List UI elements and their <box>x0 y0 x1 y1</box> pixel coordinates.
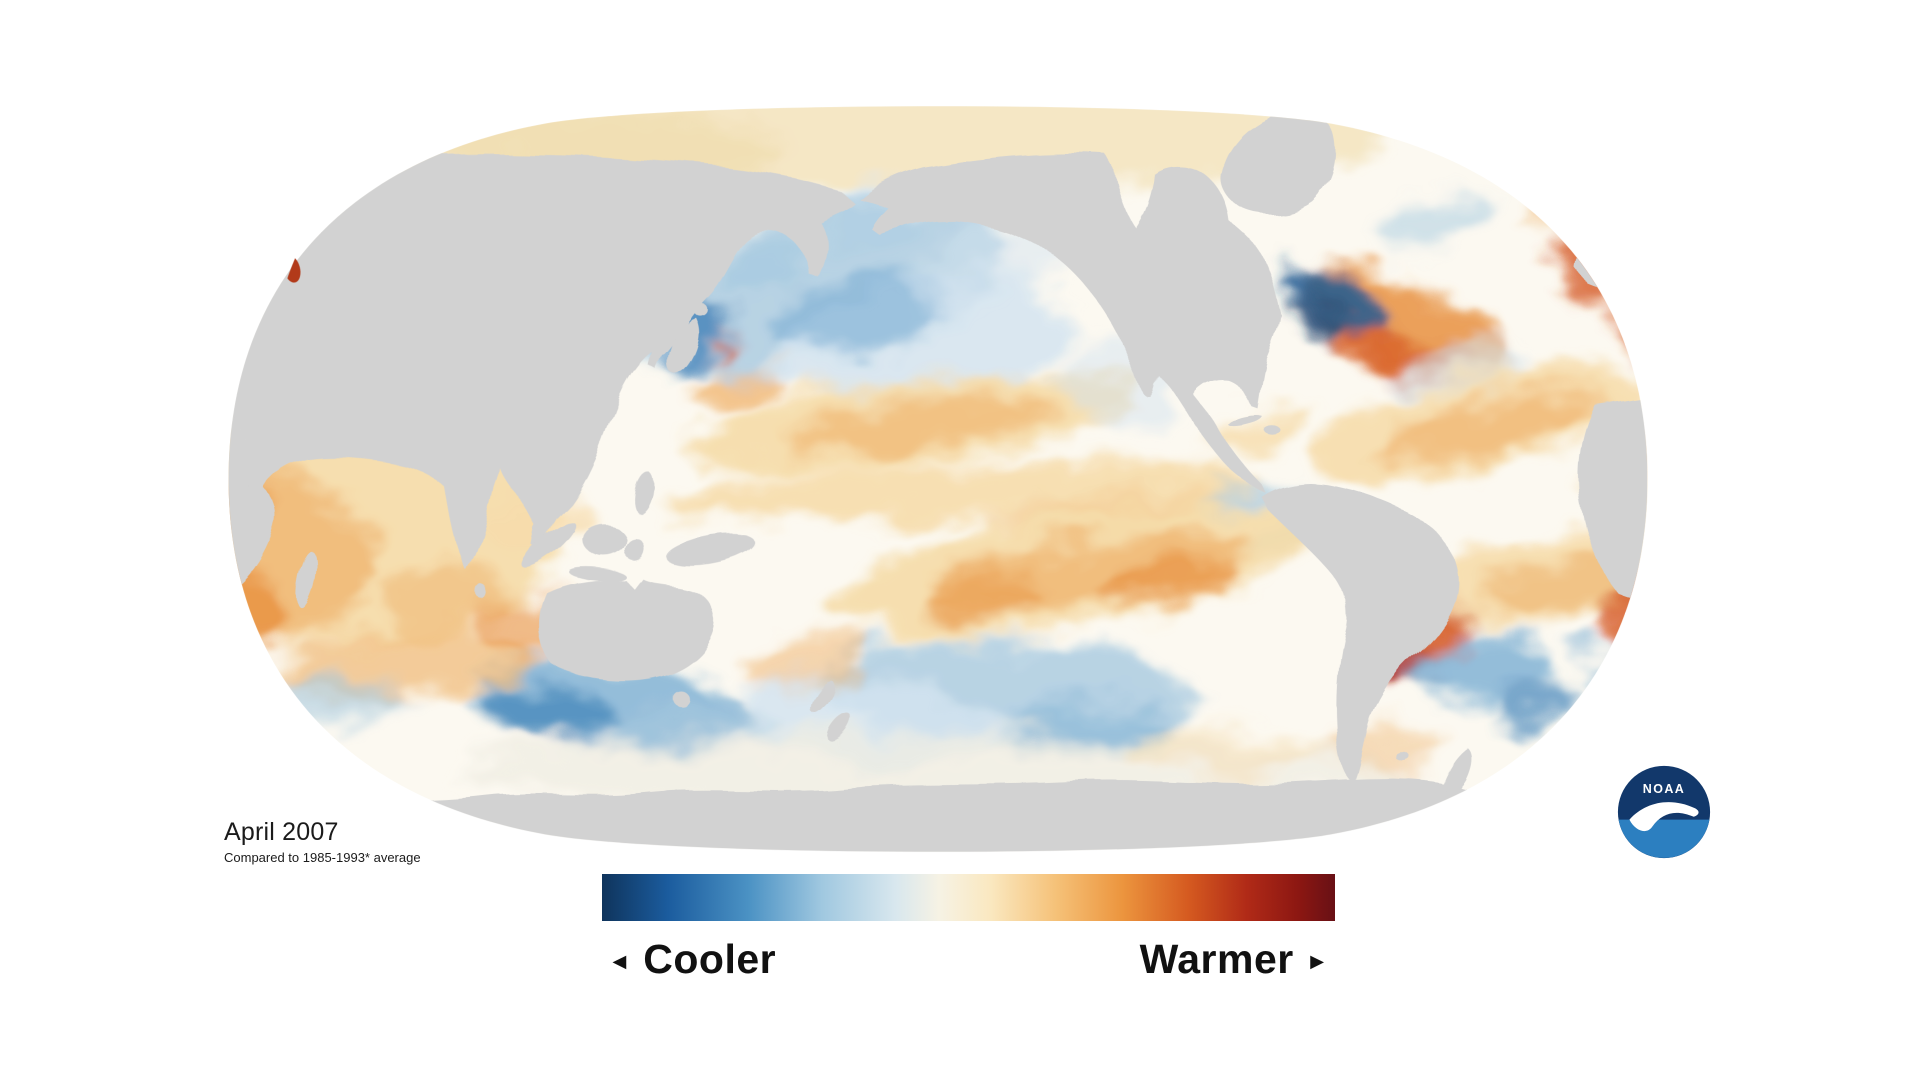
island-java <box>567 566 625 580</box>
island-iceland <box>1505 149 1530 165</box>
island-new-zealand-north <box>810 681 835 714</box>
island-britain <box>1579 190 1595 218</box>
island-sulawesi <box>624 538 646 562</box>
continent-eurasia <box>228 154 856 586</box>
anomaly-region-south-indian-eddy-cool <box>253 674 413 721</box>
anomaly-region-coral-sea-warm-streak <box>929 579 1043 622</box>
noaa-logo-text: NOAA <box>1643 782 1685 796</box>
anomaly-region-slope-water-cold <box>1278 267 1388 330</box>
anomaly-region-agulhas-ring-maroon <box>1643 564 1648 620</box>
anomaly-region-malvinas-cool <box>1423 638 1549 702</box>
anomaly-region-mid-atlantic-cool-patch <box>1401 348 1531 393</box>
anomaly-region-subantarctic-cool <box>1577 640 1648 683</box>
anomaly-region-caribbean-warm <box>1202 408 1307 447</box>
continent-africa-right-sliver <box>1578 387 1648 622</box>
warmer-label: Warmer <box>1139 936 1294 982</box>
anomaly-region-kuroshio-warm-filament <box>707 339 734 360</box>
anomaly-region-east-nz-warm <box>754 638 866 689</box>
continent-australia <box>539 578 716 681</box>
island-cuba <box>1228 415 1263 427</box>
continent-north-america <box>859 153 1280 493</box>
antarctic-peninsula <box>1441 747 1472 792</box>
world-map <box>228 106 1648 852</box>
island-philippines <box>634 471 654 514</box>
cooler-arrow-icon: ◄ <box>608 948 632 974</box>
anomaly-region-labrador-cool <box>1374 193 1482 253</box>
baseline-note: Compared to 1985-1993* average <box>224 850 421 865</box>
warmer-arrow-icon: ► <box>1305 948 1329 974</box>
island-sumatra <box>521 522 577 569</box>
anomaly-region-slope-water-cold-core <box>1286 298 1343 333</box>
continent-europe-sliver <box>1575 170 1648 291</box>
island-new-zealand-south <box>827 713 851 741</box>
island-new-guinea <box>666 533 755 566</box>
map-date-label: April 2007 <box>224 818 339 846</box>
anomaly-region-north-sea-hot <box>1631 273 1648 308</box>
anomaly-region-northeast-atlantic-warm <box>1553 218 1648 303</box>
noaa-logo-sea <box>1618 819 1710 858</box>
island-madagascar <box>296 551 317 608</box>
island-borneo <box>582 524 626 556</box>
anomaly-region-kuroshio-extension-warm <box>692 368 790 411</box>
anomaly-region-iceland-hot-spot <box>1498 125 1539 144</box>
noaa-gull-icon <box>1629 802 1699 832</box>
anomaly-region-drake-warm-hint <box>1317 728 1430 767</box>
anomaly-region-south-pacific-warm-streak <box>1103 561 1237 602</box>
island-tasmania <box>673 692 690 707</box>
cooler-label: Cooler <box>643 936 777 982</box>
anomaly-region-subtropical-atlantic-warm-core <box>1388 388 1605 458</box>
island-hispaniola <box>1263 425 1280 434</box>
warmer-label-group: Warmer ► <box>1140 936 1329 983</box>
noaa-logo: NOAA <box>1617 765 1711 859</box>
island-sri-lanka <box>476 584 487 600</box>
cooler-label-group: ◄ Cooler <box>608 936 776 983</box>
map-caption: April 2007 Compared to 1985-1993* averag… <box>224 818 421 865</box>
island-greenland <box>1220 111 1336 215</box>
island-japan <box>667 317 700 375</box>
island-falklands <box>1395 752 1410 761</box>
anomaly-region-ross-sea-warm-hint <box>1121 726 1316 774</box>
anomaly-region-south-atlantic-cool-core <box>1492 681 1578 722</box>
continent-south-america <box>1261 482 1458 784</box>
color-scale-bar <box>602 874 1335 921</box>
anomaly-region-gulf-of-alaska-neutral <box>899 228 1069 309</box>
anomaly-region-subtropical-npac-warm-core <box>785 396 1050 454</box>
island-hokkaido <box>693 302 708 316</box>
anomaly-region-bight-cool-core <box>475 683 611 741</box>
anomaly-region-west-indian-warm <box>228 475 372 641</box>
anomaly-region-central-indian-warm <box>373 572 513 633</box>
color-scale-labels: ◄ Cooler Warmer ► <box>602 936 1335 983</box>
